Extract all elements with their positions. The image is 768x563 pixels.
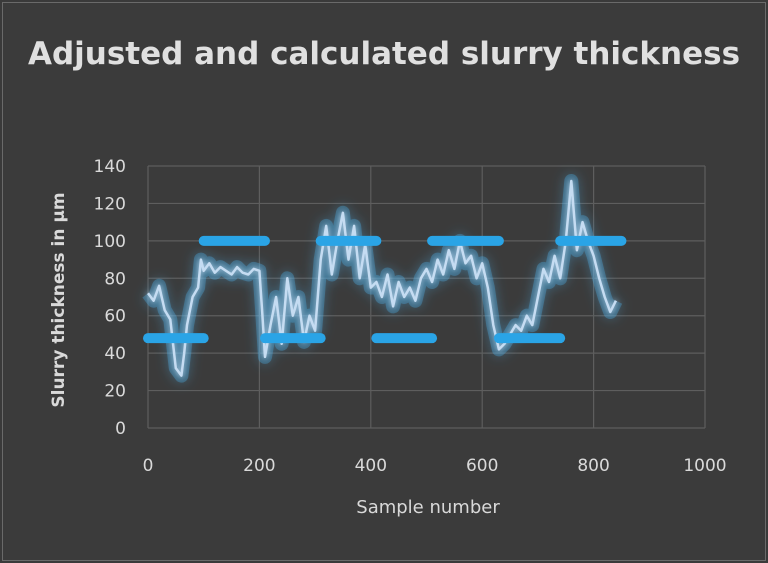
y-tick-label: 0 [115,419,126,439]
y-tick-label: 80 [104,269,126,289]
x-tick-label: 600 [466,456,498,476]
x-axis-ticks: 0 200 400 600 800 1000 [143,456,727,476]
x-tick-label: 400 [355,456,387,476]
y-tick-label: 40 [104,344,126,364]
calculated-series-line [147,179,618,377]
x-tick-label: 1000 [683,456,726,476]
y-axis-ticks: 0 20 40 60 80 100 120 140 [94,157,126,439]
series-layer [137,174,633,383]
x-tick-label: 800 [577,456,609,476]
y-tick-label: 140 [94,157,126,177]
y-tick-label: 120 [94,194,126,214]
y-tick-label: 20 [104,382,126,402]
x-tick-label: 200 [243,456,275,476]
gridlines [147,165,706,429]
x-tick-label: 0 [143,456,154,476]
y-tick-label: 100 [94,232,126,252]
x-axis-label: Sample number [356,497,500,518]
chart-title: Adjusted and calculated slurry thickness [27,36,741,72]
y-tick-label: 60 [104,307,126,327]
y-axis-label: Slurry thickness in µm [49,192,69,407]
